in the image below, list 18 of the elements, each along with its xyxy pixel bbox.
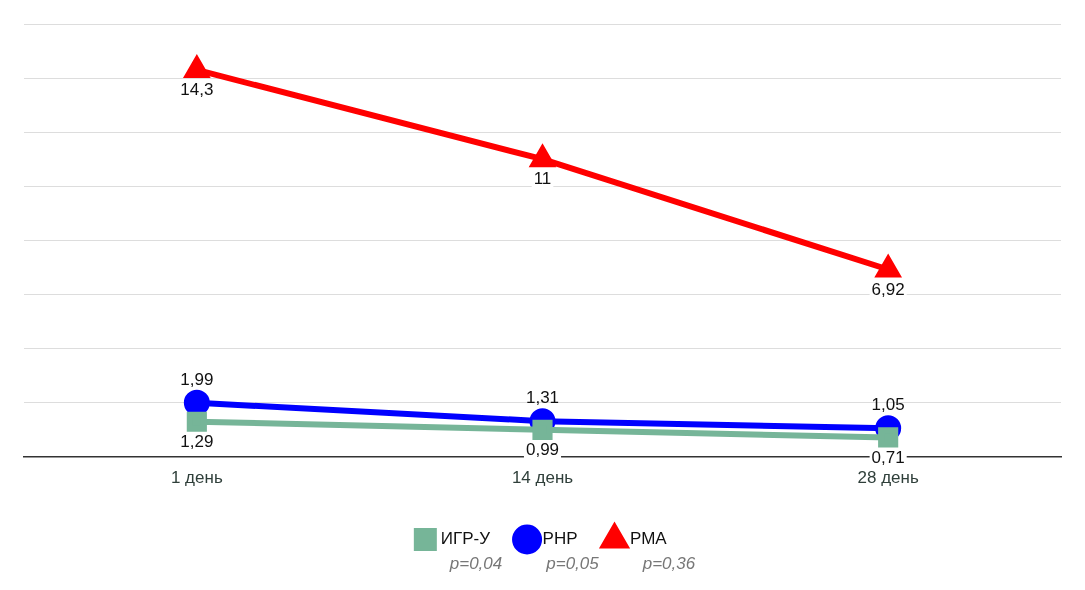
text: p=0,36 [642,554,696,574]
data-label: 0,71 [871,447,905,467]
data-label: 14,3 [180,80,214,100]
data-label: 1,31 [525,388,560,408]
data-label: 1,05 [871,395,905,415]
data-label: 1,99 [180,369,214,389]
data-label: 0,99 [525,440,560,460]
x-tick-label: 1 день [170,468,223,488]
data-label: 6,92 [871,279,905,299]
legend-label: РМА [630,529,668,549]
data-label: 11 [533,169,552,189]
text: p=0,05 [546,554,599,574]
text: p=0,04 [449,554,503,574]
legend-label: ИГР-У [440,529,491,549]
data-label: 1,29 [180,431,214,451]
legend-label: РНР [542,529,578,549]
x-tick-label: 28 день [857,468,919,488]
x-tick-label: 14 день [511,468,574,488]
